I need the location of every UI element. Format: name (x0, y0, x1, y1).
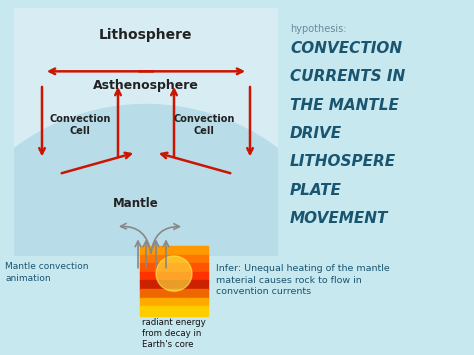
Circle shape (58, 229, 234, 355)
Bar (140, 263, 208, 273)
Circle shape (93, 263, 199, 355)
Text: CURRENTS IN: CURRENTS IN (290, 69, 405, 84)
Text: Mantle convection
animation: Mantle convection animation (5, 262, 89, 283)
Bar (140, 297, 208, 307)
Circle shape (0, 144, 321, 355)
Text: Mantle: Mantle (113, 197, 159, 210)
Text: CONVECTION: CONVECTION (290, 41, 402, 56)
Text: hypothesis:: hypothesis: (290, 24, 346, 34)
Bar (140, 306, 208, 316)
Text: MOVEMENT: MOVEMENT (290, 211, 388, 226)
Text: DRIVE: DRIVE (290, 126, 342, 141)
Wedge shape (0, 105, 361, 315)
Bar (140, 289, 208, 299)
Text: Convection
Cell: Convection Cell (49, 114, 111, 136)
Circle shape (0, 126, 338, 355)
Text: radiant energy
from decay in
Earth's core: radiant energy from decay in Earth's cor… (142, 318, 206, 349)
Bar (0, 252, 474, 347)
Bar (140, 272, 208, 282)
Circle shape (0, 161, 303, 355)
Text: Asthenosphere: Asthenosphere (93, 80, 199, 93)
Bar (140, 255, 208, 264)
Bar (140, 280, 208, 290)
Circle shape (156, 256, 192, 291)
Circle shape (76, 246, 216, 355)
Circle shape (41, 212, 251, 355)
Text: PLATE: PLATE (290, 183, 342, 198)
Text: Convection
Cell: Convection Cell (173, 114, 235, 136)
Text: LITHOSPERE: LITHOSPERE (290, 154, 396, 169)
Text: Infer: Unequal heating of the mantle
material causes rock to flow in
convention : Infer: Unequal heating of the mantle mat… (216, 264, 390, 296)
FancyBboxPatch shape (12, 6, 280, 258)
Circle shape (0, 109, 356, 355)
Text: THE MANTLE: THE MANTLE (290, 98, 399, 113)
Circle shape (6, 178, 286, 355)
Polygon shape (0, 252, 155, 347)
Circle shape (24, 195, 268, 355)
Bar (140, 246, 208, 256)
Text: Lithosphere: Lithosphere (99, 28, 193, 42)
